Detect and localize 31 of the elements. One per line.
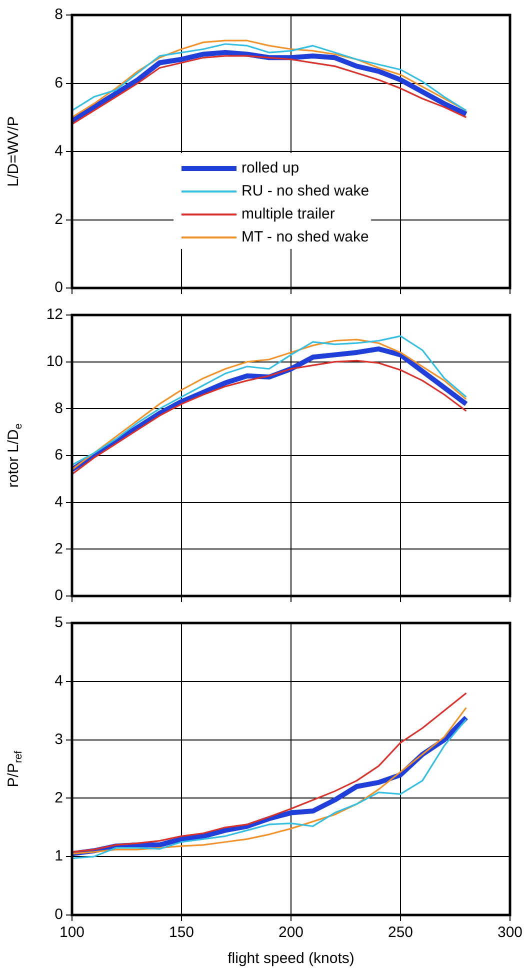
y-tick-label: 12 xyxy=(46,306,63,324)
y-tick-label: 2 xyxy=(54,540,63,558)
y-tick-label: 0 xyxy=(54,906,63,924)
y-tick-label: 4 xyxy=(54,672,63,690)
x-tick-label: 200 xyxy=(278,924,304,942)
x-axis-title: flight speed (knots) xyxy=(228,950,354,968)
y-tick-label: 4 xyxy=(54,142,63,160)
y-axis-title: rotor L/De xyxy=(5,423,24,488)
x-tick-label: 150 xyxy=(168,924,194,942)
y-tick-label: 2 xyxy=(54,789,63,806)
legend-label: MT - no shed wake xyxy=(242,228,369,246)
legend-label: rolled up xyxy=(242,160,300,177)
y-axis-title: L/D=WV/P xyxy=(5,116,22,187)
y-tick-label: 8 xyxy=(54,400,63,417)
y-tick-label: 4 xyxy=(54,493,63,510)
legend-label: multiple trailer xyxy=(242,206,335,223)
y-tick-label: 8 xyxy=(54,6,63,24)
y-tick-label: 5 xyxy=(54,614,63,632)
x-tick-label: 300 xyxy=(497,924,523,942)
x-tick-label: 100 xyxy=(59,924,85,942)
legend-label: RU - no shed wake xyxy=(242,182,370,200)
y-axis-title: P/Pref xyxy=(5,750,24,788)
y-tick-label: 0 xyxy=(54,279,63,296)
y-tick-label: 10 xyxy=(46,352,63,370)
y-tick-label: 6 xyxy=(54,446,63,464)
y-tick-label: 1 xyxy=(54,848,63,865)
x-tick-label: 250 xyxy=(388,924,414,942)
y-tick-label: 2 xyxy=(54,210,63,228)
y-tick-label: 0 xyxy=(54,587,63,604)
y-tick-label: 3 xyxy=(54,730,63,748)
y-tick-label: 6 xyxy=(54,74,63,92)
